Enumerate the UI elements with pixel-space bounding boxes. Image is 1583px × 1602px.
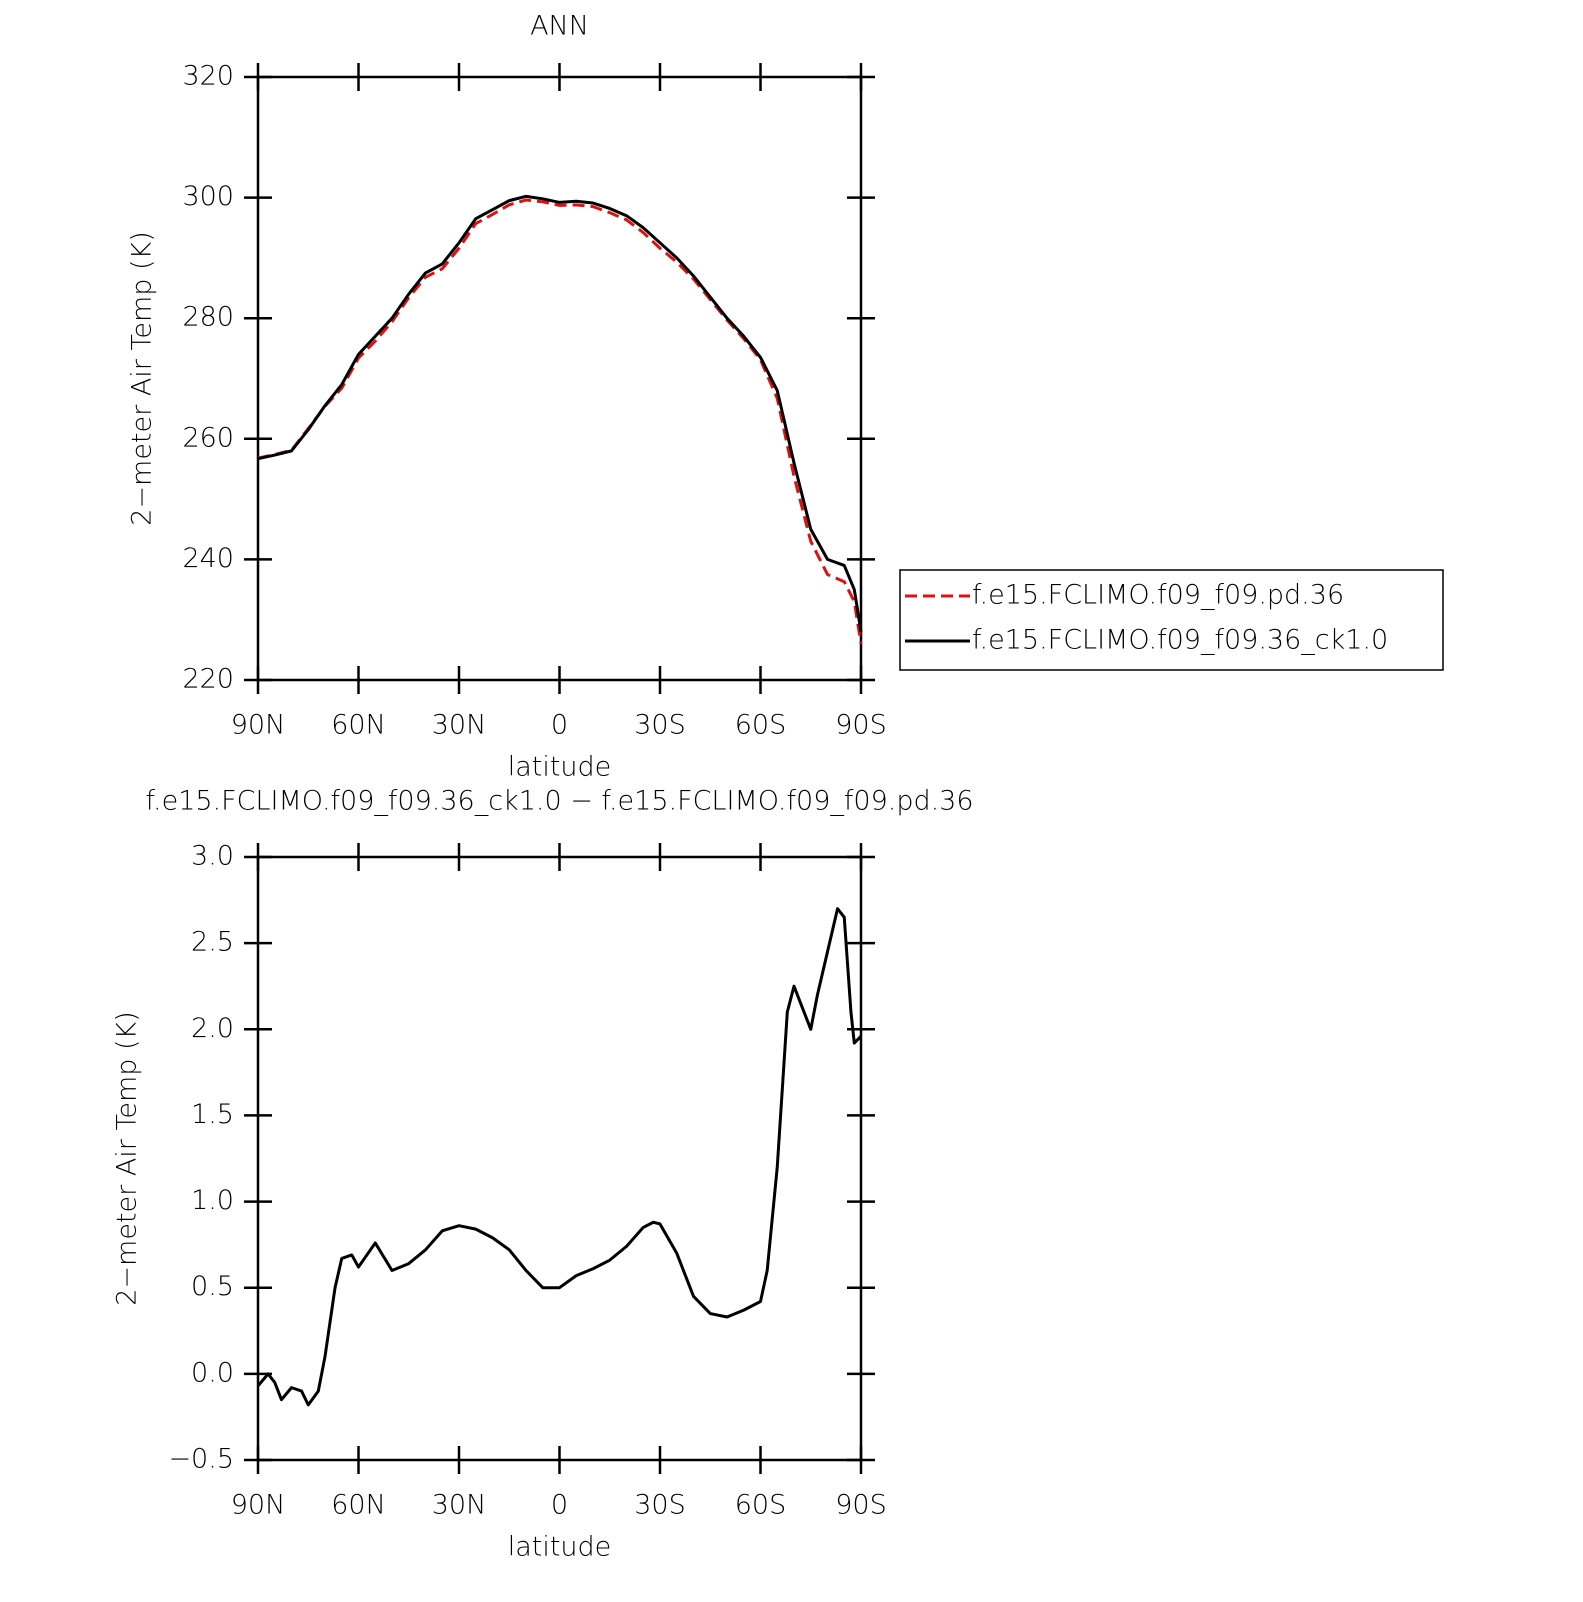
y-tick-label: −0.5	[168, 1444, 234, 1475]
y-tick-label: 320	[182, 61, 234, 92]
chart-title: ANN	[530, 11, 589, 42]
legend-box	[899, 569, 1444, 671]
y-tick-label: 280	[182, 302, 234, 333]
y-tick-label: 2.5	[191, 927, 234, 958]
x-tick-label: 30S	[634, 1490, 686, 1521]
y-tick-label: 1.0	[191, 1185, 234, 1216]
x-tick-label: 0	[551, 1490, 568, 1521]
x-tick-label: 90S	[835, 710, 887, 741]
x-tick-label: 90N	[231, 710, 286, 741]
x-axis-label: latitude	[508, 752, 612, 783]
x-tick-label: 30N	[432, 1490, 487, 1521]
x-tick-label: 0	[551, 710, 568, 741]
series-line	[257, 198, 863, 645]
legend-label: f.e15.FCLIMO.f09_f09.36_ck1.0	[972, 625, 1388, 656]
x-tick-label: 60N	[331, 710, 386, 741]
chart-title: f.e15.FCLIMO.f09_f09.36_ck1.0 − f.e15.FC…	[145, 786, 973, 817]
y-tick-label: 260	[182, 422, 234, 453]
y-tick-label: 0.5	[191, 1271, 234, 1302]
y-tick-label: 1.5	[191, 1099, 234, 1130]
x-axis-label: latitude	[508, 1532, 612, 1563]
x-tick-label: 30N	[432, 710, 487, 741]
x-tick-label: 30S	[634, 710, 686, 741]
y-axis-label: 2−meter Air Temp (K)	[112, 1011, 143, 1306]
y-tick-label: 300	[182, 181, 234, 212]
legend-label: f.e15.FCLIMO.f09_f09.pd.36	[972, 580, 1344, 611]
y-tick-label: 2.0	[191, 1013, 234, 1044]
y-axis-label: 2−meter Air Temp (K)	[127, 231, 158, 526]
y-tick-label: 240	[182, 543, 234, 574]
series-line	[257, 194, 863, 632]
x-tick-label: 60S	[735, 1490, 787, 1521]
y-tick-label: 3.0	[191, 841, 234, 872]
y-tick-label: 0.0	[191, 1357, 234, 1388]
x-tick-label: 90N	[231, 1490, 286, 1521]
series-line	[256, 907, 863, 1407]
x-tick-label: 60S	[735, 710, 787, 741]
x-tick-label: 60N	[331, 1490, 386, 1521]
x-tick-label: 90S	[835, 1490, 887, 1521]
y-tick-label: 220	[182, 664, 234, 695]
plot-frame	[256, 75, 863, 682]
plot-frame	[256, 855, 863, 1462]
